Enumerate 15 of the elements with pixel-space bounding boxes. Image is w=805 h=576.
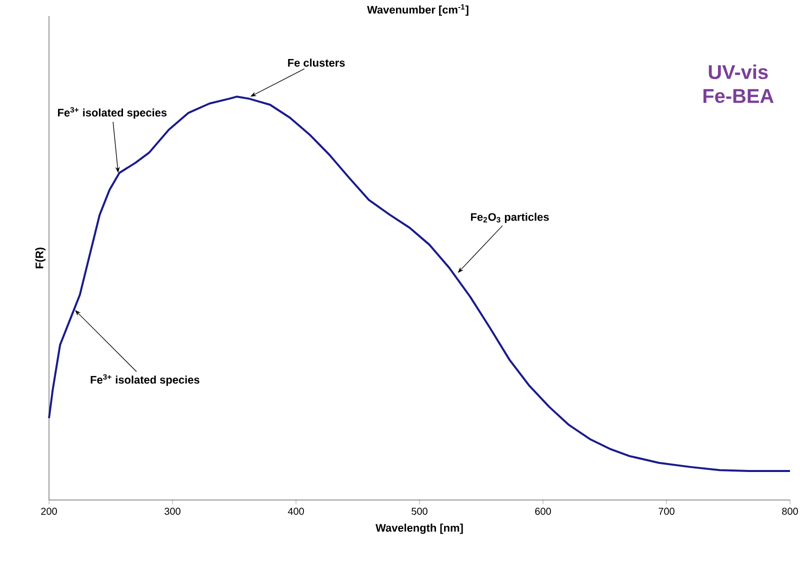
y-axis-title: F(R) (35, 248, 46, 268)
annotation: Fe$_{2}$O$_{3}$ particles (471, 212, 549, 224)
x-tick-label: 300 (164, 508, 180, 515)
annotation: Fe clusters (288, 58, 345, 67)
x-tick-label: 600 (535, 508, 551, 515)
x2-axis-title: Wavenumber [cm$^{-1}$] (367, 4, 468, 16)
x-tick-label: 800 (782, 508, 798, 515)
x-axis-title: Wavelength [nm] (376, 524, 463, 534)
x-tick-label: 700 (658, 508, 674, 515)
annotation: Fe$^{3+}$ isolated species (90, 374, 200, 386)
x-tick-label: 500 (412, 508, 428, 515)
annotation: Fe$^{3+}$ isolated species (58, 107, 167, 119)
annotation: UV-vis Fe-BEA (703, 64, 774, 104)
x-tick-label: 200 (41, 508, 57, 515)
x-tick-label: 400 (288, 508, 304, 515)
